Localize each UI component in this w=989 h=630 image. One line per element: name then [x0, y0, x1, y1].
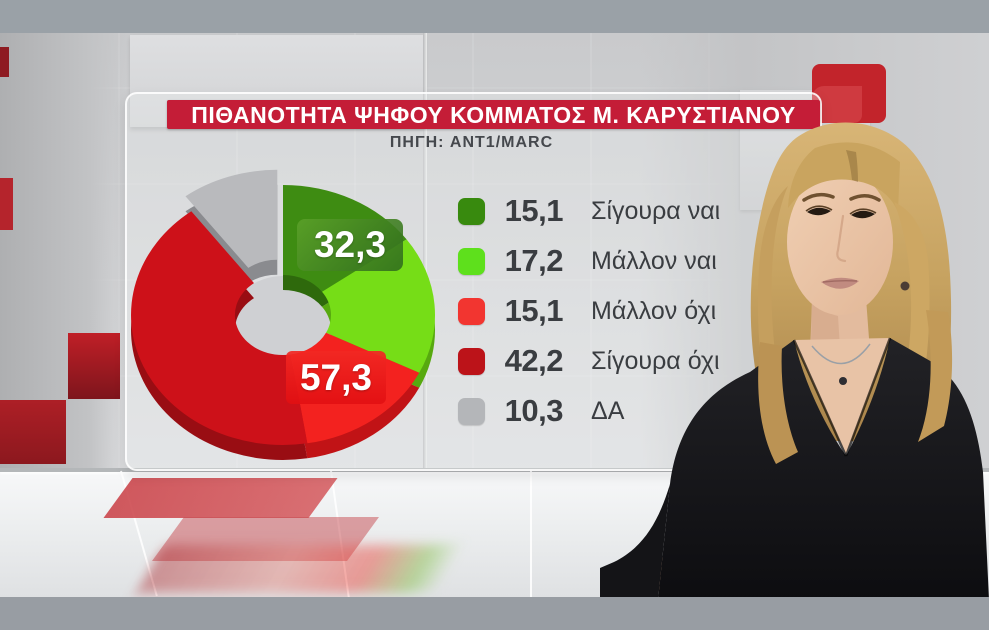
hair-part [846, 150, 858, 182]
eye-left [851, 210, 875, 219]
legend-value: 17,2 [504, 243, 564, 278]
lapel-right [844, 337, 892, 457]
legend-row: 15,1 Μάλλον όχι [458, 286, 720, 336]
neck-shadow [811, 302, 840, 348]
necklace [811, 343, 871, 365]
earring [900, 281, 910, 291]
legend-swatch [458, 397, 485, 425]
legend-swatch [458, 197, 485, 225]
wall-groove [423, 33, 427, 473]
lapel-left [792, 339, 848, 457]
sleeve [600, 484, 670, 600]
decor-red-square [68, 333, 120, 399]
legend-label: Μάλλον ναι [591, 246, 717, 275]
top-gray-band [0, 0, 989, 33]
chart-floor-reflection [136, 545, 464, 593]
vote-donut-chart [131, 169, 436, 460]
studio-wall-left-shade [0, 33, 128, 473]
bottom-gray-band [0, 597, 989, 630]
eye-right [807, 207, 831, 216]
legend-row: 10,3 ΔΑ [458, 386, 720, 436]
legend-swatch [458, 247, 485, 275]
pendant [839, 377, 847, 385]
decor-red-square [0, 178, 13, 230]
legend-row: 42,2 Σίγουρα όχι [458, 336, 720, 386]
legend-value: 10,3 [504, 393, 564, 428]
legend-value: 15,1 [504, 293, 564, 328]
decor-red-square [0, 400, 66, 464]
legend-label: Σίγουρα όχι [591, 346, 720, 375]
chest [794, 338, 890, 454]
eyelid-right [805, 205, 833, 212]
hair-over-shoulder [758, 342, 798, 464]
legend-value: 15,1 [504, 193, 564, 228]
nose [836, 214, 847, 263]
callout-no-total: 57,3 [286, 351, 386, 404]
legend-row: 15,1 Σίγουρα ναι [458, 186, 720, 236]
hair-over-shoulder-right [918, 310, 953, 442]
legend-label: ΔΑ [591, 396, 625, 425]
eyebrow-left [849, 194, 881, 202]
callout-yes-total: 32,3 [297, 219, 403, 271]
title-banner: ΠΙΘΑΝΟΤΗΤΑ ΨΗΦΟΥ ΚΟΜΜΑΤΟΣ Μ. ΚΑΡΥΣΤΙΑΝΟΥ [167, 100, 820, 129]
legend-swatch [458, 347, 485, 375]
hair-fringe [788, 142, 900, 212]
lip-line [822, 279, 858, 283]
source-line: ΠΗΓΗ: ANT1/MARC [389, 134, 554, 151]
legend-swatch [458, 297, 485, 325]
legend-row: 17,2 Μάλλον ναι [458, 236, 720, 286]
floor-seam [530, 471, 532, 601]
person-portrait [600, 122, 989, 600]
legend-value: 42,2 [504, 343, 564, 378]
legend-label: Σίγουρα ναι [591, 196, 721, 225]
chart-legend: 15,1 Σίγουρα ναι 17,2 Μάλλον ναι 15,1 Μά… [458, 186, 720, 436]
decor-red-square [0, 47, 9, 77]
eyebrow-right [802, 192, 835, 202]
blazer [658, 338, 989, 600]
legend-label: Μάλλον όχι [591, 296, 717, 325]
eyelid-left [849, 208, 877, 215]
